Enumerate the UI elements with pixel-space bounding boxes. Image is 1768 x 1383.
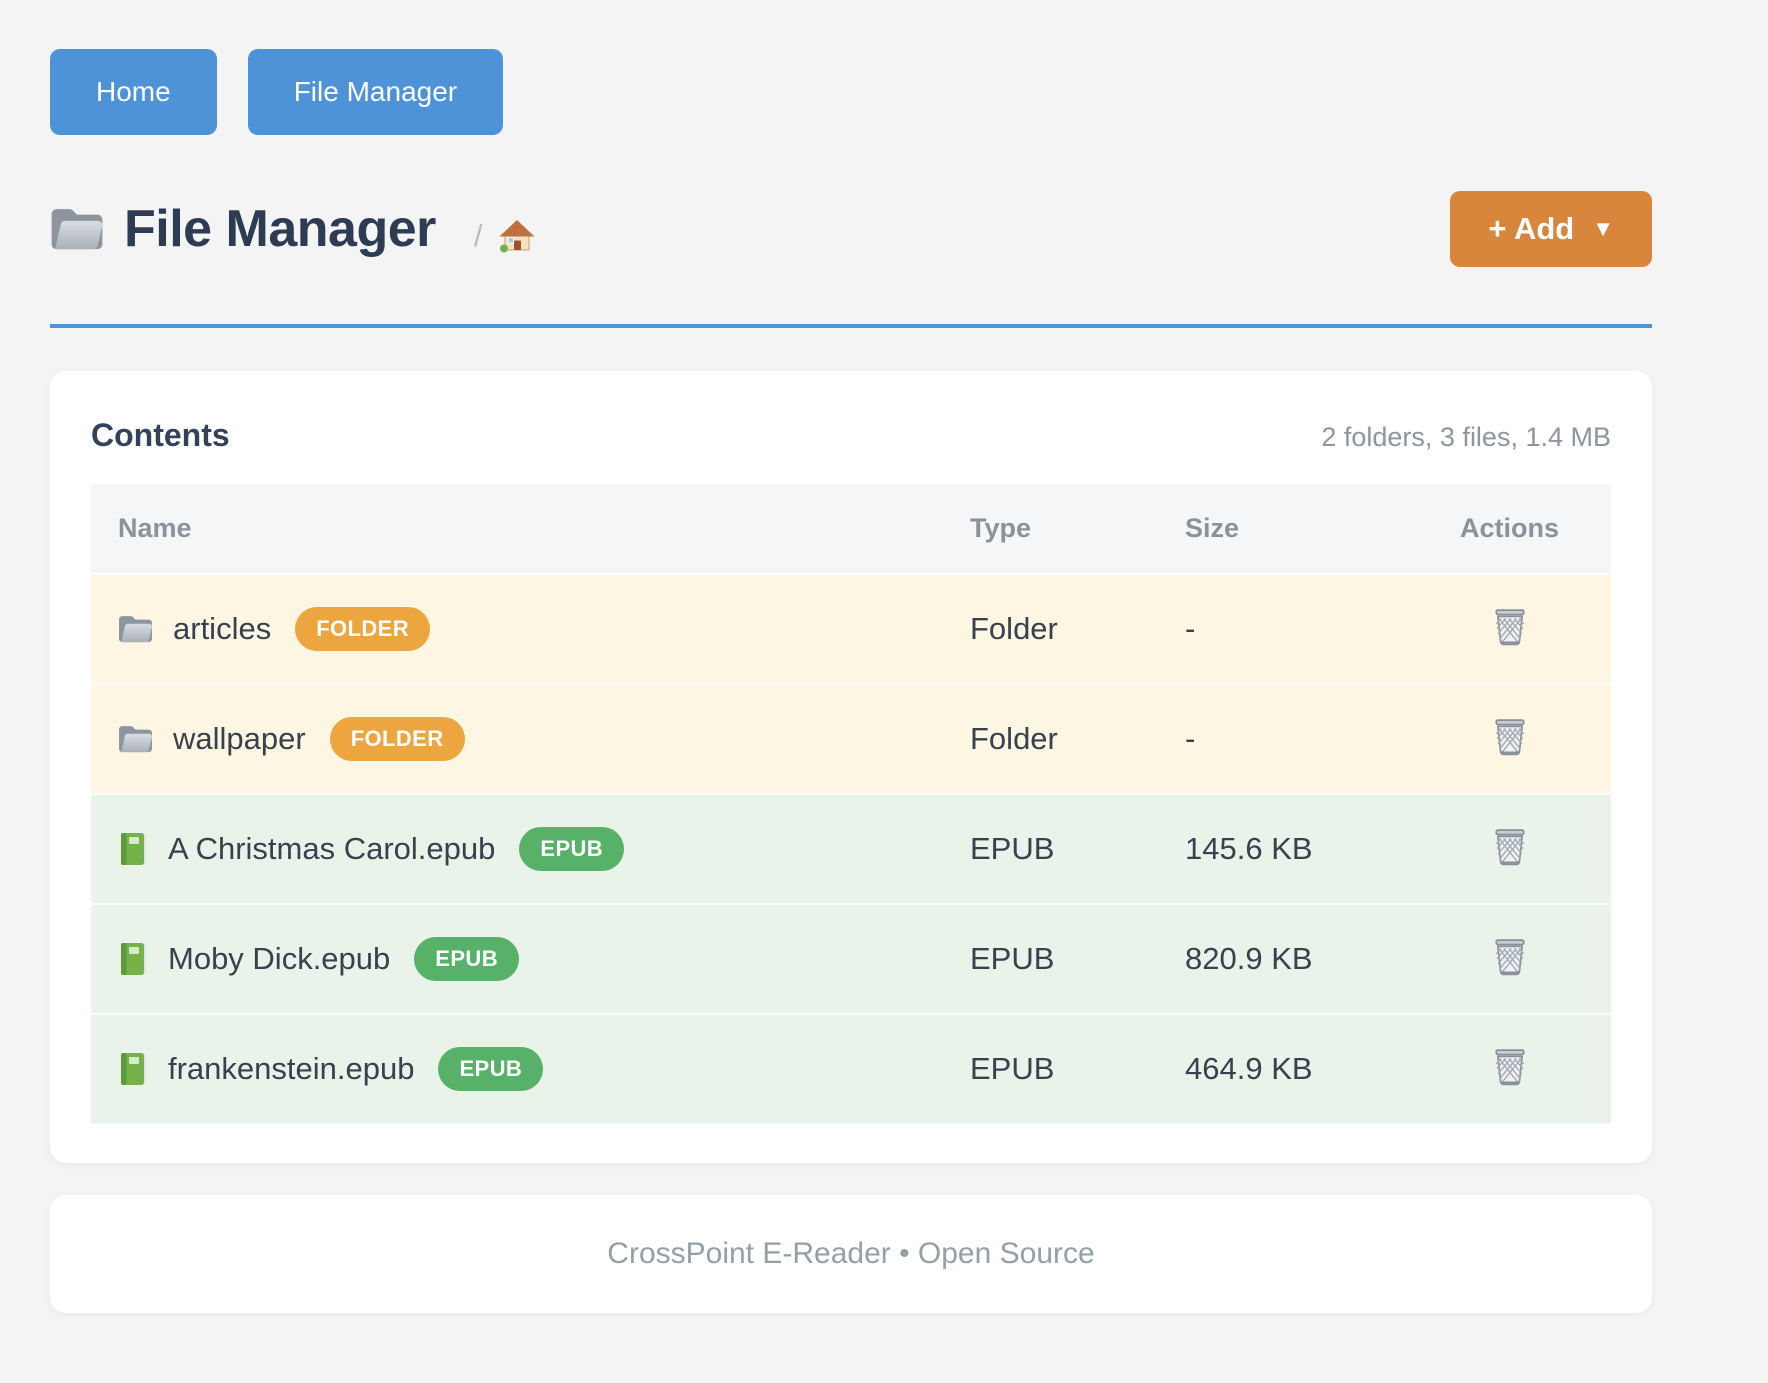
folder-badge: FOLDER: [329, 717, 465, 761]
contents-summary: 2 folders, 3 files, 1.4 MB: [1321, 422, 1611, 452]
book-icon: [118, 832, 148, 866]
column-header-name: Name: [91, 484, 943, 575]
item-name-link[interactable]: articles: [173, 611, 272, 646]
page-title: File Manager: [124, 200, 436, 258]
delete-button[interactable]: [1488, 714, 1532, 760]
column-header-size: Size: [1158, 484, 1442, 575]
folder-icon: [118, 724, 153, 754]
epub-badge: EPUB: [414, 937, 520, 981]
book-icon: [118, 942, 148, 976]
item-type: EPUB: [943, 1014, 1158, 1125]
folder-icon: [118, 614, 153, 644]
item-name-link[interactable]: frankenstein.epub: [168, 1051, 415, 1086]
trash-icon: [1492, 1048, 1528, 1086]
delete-button[interactable]: [1488, 824, 1532, 870]
footer-text: CrossPoint E-Reader • Open Source: [607, 1237, 1095, 1270]
breadcrumb-separator: /: [473, 218, 483, 253]
nav-home-button[interactable]: Home: [50, 49, 217, 135]
trash-icon: [1492, 608, 1528, 646]
breadcrumb-home-link[interactable]: [498, 218, 536, 254]
item-type: Folder: [943, 574, 1158, 685]
delete-button[interactable]: [1488, 604, 1532, 650]
item-name-link[interactable]: Moby Dick.epub: [168, 941, 391, 976]
table-row: articles FOLDER Folder -: [91, 574, 1611, 685]
folder-badge: FOLDER: [295, 607, 431, 651]
title-divider: [50, 324, 1652, 328]
book-icon: [118, 1052, 148, 1086]
item-name-link[interactable]: A Christmas Carol.epub: [168, 831, 496, 866]
breadcrumb: /: [474, 218, 536, 254]
table-row: Moby Dick.epub EPUB EPUB 820.9 KB: [91, 904, 1611, 1015]
contents-card: Contents 2 folders, 3 files, 1.4 MB Name…: [50, 371, 1652, 1163]
add-button-label: + Add: [1488, 211, 1575, 246]
files-table: Name Type Size Actions articles FOLDER: [91, 484, 1611, 1125]
contents-card-header: Contents 2 folders, 3 files, 1.4 MB: [91, 417, 1611, 454]
page-footer: CrossPoint E-Reader • Open Source: [50, 1195, 1652, 1313]
add-button[interactable]: + Add ▼: [1450, 191, 1652, 267]
item-size: 820.9 KB: [1158, 904, 1442, 1015]
trash-icon: [1492, 938, 1528, 976]
delete-button[interactable]: [1488, 934, 1532, 980]
item-size: -: [1158, 684, 1442, 795]
item-size: 464.9 KB: [1158, 1014, 1442, 1125]
chevron-down-icon: ▼: [1592, 216, 1614, 241]
trash-icon: [1492, 718, 1528, 756]
top-nav: Home File Manager: [50, 49, 1652, 135]
table-row: frankenstein.epub EPUB EPUB 464.9 KB: [91, 1014, 1611, 1125]
home-icon: [498, 218, 536, 254]
folder-icon: [50, 206, 104, 252]
nav-file-manager-button[interactable]: File Manager: [247, 49, 504, 135]
table-header-row: Name Type Size Actions: [91, 484, 1611, 575]
column-header-type: Type: [943, 484, 1158, 575]
epub-badge: EPUB: [438, 1047, 544, 1091]
table-row: wallpaper FOLDER Folder -: [91, 684, 1611, 795]
page-header: File Manager / + Add ▼: [50, 191, 1652, 267]
item-type: Folder: [943, 684, 1158, 795]
item-type: EPUB: [943, 794, 1158, 905]
item-size: 145.6 KB: [1158, 794, 1442, 905]
item-name-link[interactable]: wallpaper: [173, 721, 306, 756]
epub-badge: EPUB: [519, 827, 625, 871]
contents-title: Contents: [91, 417, 230, 453]
table-row: A Christmas Carol.epub EPUB EPUB 145.6 K…: [91, 794, 1611, 905]
item-size: -: [1158, 574, 1442, 685]
delete-button[interactable]: [1488, 1044, 1532, 1090]
trash-icon: [1492, 828, 1528, 866]
item-type: EPUB: [943, 904, 1158, 1015]
column-header-actions: Actions: [1442, 484, 1611, 575]
